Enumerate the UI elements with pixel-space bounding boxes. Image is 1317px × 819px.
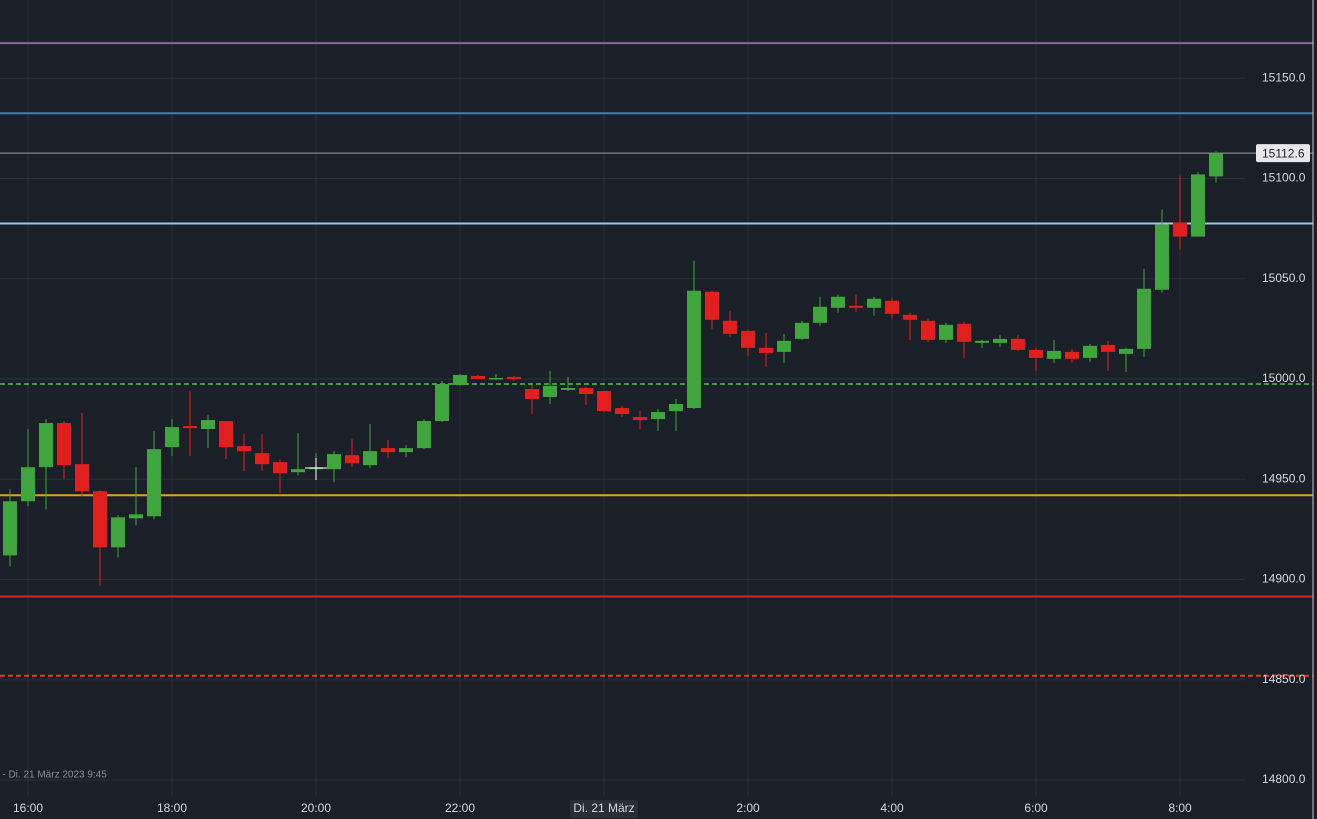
candle-body — [975, 340, 989, 343]
candle-body — [237, 446, 251, 452]
x-tick-label: 2:00 — [736, 801, 760, 815]
candle-body — [489, 377, 503, 380]
candle-body — [1137, 288, 1151, 349]
candle-body — [579, 387, 593, 394]
x-tick-label: 8:00 — [1168, 801, 1192, 815]
y-tick-label: 14950.0 — [1262, 471, 1306, 485]
candle-body — [435, 383, 449, 422]
candle-body — [831, 296, 845, 308]
candle-body — [165, 427, 179, 448]
candle-body — [3, 501, 17, 556]
candle-body — [957, 323, 971, 342]
x-tick-label: 20:00 — [301, 801, 331, 815]
candle-body — [129, 514, 143, 519]
x-tick-label: 16:00 — [13, 801, 43, 815]
x-tick-box — [570, 800, 638, 818]
candle-body — [219, 421, 233, 448]
candle-body — [651, 412, 665, 420]
y-tick-label: 15150.0 — [1262, 70, 1306, 84]
candle-body — [777, 340, 791, 352]
x-tick-label: 4:00 — [880, 801, 904, 815]
candle-body — [255, 453, 269, 465]
candle-body — [93, 491, 107, 548]
candle-body — [345, 455, 359, 464]
candles — [3, 151, 1223, 586]
candle-body — [1155, 224, 1169, 290]
grid — [0, 0, 1245, 797]
candle-body — [849, 305, 863, 308]
candle-body — [597, 390, 611, 412]
candle-body — [759, 347, 773, 353]
candle-body — [453, 374, 467, 385]
y-tick-label: 15000.0 — [1262, 371, 1306, 385]
y-tick-label: 15050.0 — [1262, 271, 1306, 285]
candle-body — [615, 408, 629, 415]
candle-body — [1119, 348, 1133, 354]
candle-body — [633, 417, 647, 421]
last-price-label: 15112.6 — [1262, 146, 1305, 160]
candle-body — [291, 469, 305, 473]
candle-body — [57, 423, 71, 466]
candle-body — [327, 454, 341, 470]
candle-body — [1011, 338, 1025, 350]
candle-body — [921, 320, 935, 340]
candle-body — [867, 298, 881, 308]
x-tick-label: Di. 21 März — [573, 801, 634, 815]
candle-body — [381, 448, 395, 453]
candle-body — [795, 322, 809, 339]
candle-body — [561, 387, 575, 390]
candle-body — [471, 375, 485, 379]
candle-body — [1065, 351, 1079, 359]
candle-body — [75, 464, 89, 492]
candle-body — [1101, 344, 1115, 352]
x-tick-label: 6:00 — [1024, 801, 1048, 815]
candle-body — [903, 314, 917, 320]
candle-body — [1047, 350, 1061, 359]
candle-body — [111, 517, 125, 548]
candle-body — [939, 324, 953, 340]
candle-body — [813, 306, 827, 323]
candle-body — [147, 449, 161, 517]
candle-body — [687, 290, 701, 409]
last-price-box — [1256, 144, 1310, 163]
x-tick-label: 22:00 — [445, 801, 475, 815]
candle-body — [1029, 349, 1043, 358]
candle-body — [705, 291, 719, 320]
y-tick-label: 14900.0 — [1262, 572, 1306, 586]
levels — [0, 42, 1313, 677]
x-tick-label: 18:00 — [157, 801, 187, 815]
y-tick-label: 14850.0 — [1262, 672, 1306, 686]
candle-body — [885, 300, 899, 314]
labels: 14800.0 14850.0 14900.0 14950.0 15000.0 15050… — [13, 70, 1310, 818]
candle-body — [183, 426, 197, 429]
candle-body — [1083, 345, 1097, 358]
candle-body — [273, 462, 287, 474]
candle-body — [399, 448, 413, 453]
annotation: 0 - Di. 21 März 2023 9:45 — [0, 770, 107, 781]
candle-body — [21, 467, 35, 502]
candle-body — [507, 376, 521, 379]
candle-body — [1173, 222, 1187, 237]
y-tick-label: 15100.0 — [1262, 171, 1306, 185]
candle-body — [39, 423, 53, 468]
candle-body — [1191, 174, 1205, 237]
candle-body — [741, 330, 755, 348]
candle-body — [201, 420, 215, 430]
candle-body — [993, 338, 1007, 343]
candle-body — [417, 421, 431, 449]
candle-body — [543, 385, 557, 397]
y-tick-label: 14800.0 — [1262, 772, 1306, 786]
candle-body — [723, 320, 737, 334]
candle-body — [363, 451, 377, 466]
candle-body — [669, 404, 683, 412]
candle-body — [1209, 153, 1223, 177]
candle-body — [525, 388, 539, 400]
